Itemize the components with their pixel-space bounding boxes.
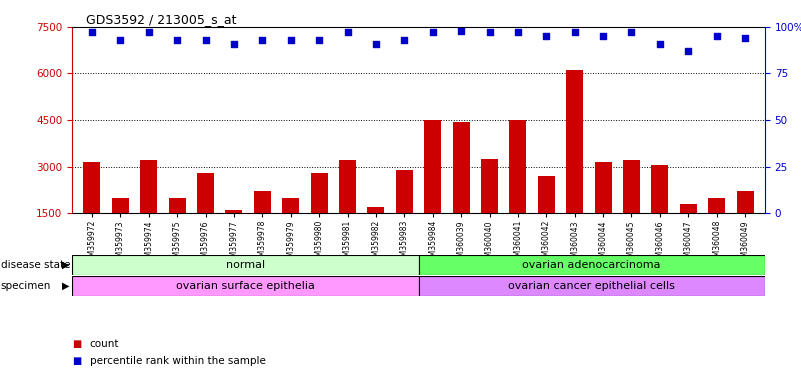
Point: [455, 28, 468, 34]
Bar: [197, 173, 214, 260]
Bar: [594, 162, 612, 260]
Point: [284, 37, 297, 43]
Bar: [140, 161, 157, 260]
Point: [625, 30, 638, 36]
Bar: [680, 204, 697, 260]
Text: ovarian cancer epithelial cells: ovarian cancer epithelial cells: [509, 281, 675, 291]
Text: percentile rank within the sample: percentile rank within the sample: [90, 356, 266, 366]
Point: [682, 48, 694, 54]
Bar: [254, 191, 271, 260]
Bar: [225, 210, 243, 260]
Bar: [72, 276, 418, 296]
Bar: [425, 120, 441, 260]
Bar: [566, 70, 583, 260]
Point: [710, 33, 723, 39]
Point: [256, 37, 269, 43]
Bar: [282, 198, 300, 260]
Bar: [339, 161, 356, 260]
Bar: [112, 198, 129, 260]
Point: [540, 33, 553, 39]
Point: [568, 30, 581, 36]
Point: [86, 30, 99, 36]
Bar: [708, 198, 725, 260]
Text: count: count: [90, 339, 119, 349]
Bar: [509, 120, 526, 260]
Text: ovarian surface epithelia: ovarian surface epithelia: [176, 281, 315, 291]
Text: disease state: disease state: [1, 260, 70, 270]
Point: [199, 37, 212, 43]
Bar: [737, 191, 754, 260]
Bar: [311, 173, 328, 260]
Point: [597, 33, 610, 39]
Bar: [396, 170, 413, 260]
Text: normal: normal: [226, 260, 265, 270]
Bar: [481, 159, 498, 260]
Bar: [418, 255, 765, 275]
Point: [654, 41, 666, 47]
Point: [143, 30, 155, 36]
Text: specimen: specimen: [1, 281, 51, 291]
Point: [227, 41, 240, 47]
Point: [483, 30, 496, 36]
Text: ▶: ▶: [62, 281, 69, 291]
Bar: [453, 122, 469, 260]
Bar: [623, 161, 640, 260]
Point: [312, 37, 325, 43]
Text: ▶: ▶: [62, 260, 69, 270]
Bar: [368, 207, 384, 260]
Text: GDS3592 / 213005_s_at: GDS3592 / 213005_s_at: [86, 13, 236, 26]
Point: [341, 30, 354, 36]
Bar: [537, 176, 555, 260]
Text: ■: ■: [72, 356, 82, 366]
Bar: [651, 165, 668, 260]
Text: ovarian adenocarcinoma: ovarian adenocarcinoma: [522, 260, 661, 270]
Point: [398, 37, 411, 43]
Point: [512, 30, 525, 36]
Text: ■: ■: [72, 339, 82, 349]
Point: [739, 35, 751, 41]
Point: [114, 37, 127, 43]
Bar: [418, 276, 765, 296]
Point: [426, 30, 439, 36]
Bar: [169, 198, 186, 260]
Bar: [83, 162, 100, 260]
Bar: [72, 255, 418, 275]
Point: [171, 37, 183, 43]
Point: [369, 41, 382, 47]
